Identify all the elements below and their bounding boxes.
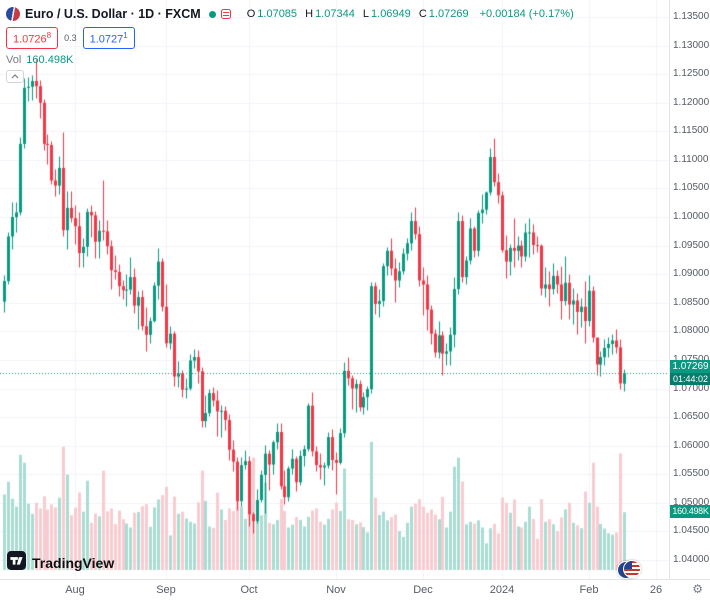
volume-value: 160.498K — [26, 53, 74, 66]
price-axis-label: 1.08000 — [673, 325, 710, 337]
bid-price-pipette: 8 — [46, 31, 52, 40]
low-value: 1.06949 — [371, 8, 411, 20]
time-axis-label: Nov — [326, 584, 346, 596]
price-axis-label: 1.10000 — [673, 211, 710, 223]
last-price-label: 1.07269 01:44:02 — [670, 360, 710, 386]
tradingview-watermark[interactable]: TradingView — [7, 551, 114, 575]
price-axis-label: 1.13000 — [673, 39, 710, 51]
tradingview-logo-icon — [7, 551, 26, 575]
time-axis-label: Sep — [156, 584, 176, 596]
legend-row-main: Euro / U.S. Dollar · 1D · FXCM O 1.07085 … — [6, 5, 574, 23]
high-value: 1.07344 — [315, 8, 355, 20]
price-axis-label: 1.05000 — [673, 496, 710, 508]
ask-price-button[interactable]: 1.07271 — [82, 27, 135, 49]
price-axis-label: 1.07500 — [673, 354, 709, 365]
close-value: 1.07269 — [428, 8, 469, 20]
price-axis-label: 1.12000 — [673, 96, 710, 108]
price-axis-label: 1.11500 — [673, 125, 709, 137]
price-axis-label: 1.05500 — [673, 468, 710, 480]
price-axis-label: 1.08500 — [673, 296, 710, 308]
ask-price: 1.0727 — [89, 33, 124, 46]
low-label: L — [362, 8, 370, 20]
price-axis-label: 1.09500 — [673, 239, 710, 251]
price-axis-label: 1.12500 — [673, 68, 710, 80]
spread-value: 0.3 — [64, 32, 77, 43]
bar-countdown: 01:44:02 — [670, 373, 710, 386]
tradingview-logo-text: TradingView — [32, 555, 115, 571]
candlestick-chart-canvas[interactable] — [0, 0, 669, 579]
price-axis-label: 1.13500 — [673, 11, 710, 22]
news-icon[interactable] — [220, 9, 231, 19]
time-axis-label: Dec — [413, 584, 433, 596]
change-value: +0.00184 (+0.17%) — [479, 8, 574, 20]
price-axis-label: 1.06000 — [673, 439, 710, 451]
status-dot-icon — [208, 10, 216, 18]
ask-price-pipette: 1 — [123, 31, 128, 40]
price-axis-label: 1.09000 — [673, 268, 710, 280]
close-label: C — [418, 8, 427, 20]
bid-price: 1.0726 — [13, 33, 47, 46]
symbol-legend: Euro / U.S. Dollar · 1D · FXCM O 1.07085 … — [6, 5, 574, 83]
bid-price-button[interactable]: 1.07268 — [6, 27, 59, 49]
price-axis-label: 1.10500 — [673, 182, 710, 194]
time-axis-label: Oct — [240, 584, 258, 596]
price-axis-label: 1.04500 — [673, 525, 710, 537]
price-axis-label: 1.11000 — [673, 153, 709, 165]
economic-event-marker[interactable] — [617, 560, 641, 579]
price-axis-label: 1.04000 — [673, 554, 710, 565]
time-axis-label: Aug — [65, 584, 85, 596]
time-axis-label: Feb — [579, 584, 599, 596]
bid-ask-row: 1.07268 0.3 1.07271 — [6, 27, 574, 49]
high-label: H — [305, 8, 314, 20]
last-price-value: 1.07269 — [672, 361, 709, 373]
volume-axis-label: 160.498K — [670, 505, 710, 519]
price-axis[interactable]: 1.07269 01:44:02 160.498K 1.13500 1.13000… — [669, 0, 710, 579]
ohlc-values: O 1.07085 H 1.07344 L 1.06949 C 1.07269 — [242, 8, 469, 20]
time-axis-label: 26 — [649, 584, 663, 596]
volume-label: Vol — [6, 53, 22, 66]
price-axis-label: 1.06500 — [673, 411, 710, 423]
price-axis-label: 1.07000 — [673, 382, 710, 394]
gear-icon[interactable]: ⚙ — [692, 582, 703, 596]
time-axis[interactable]: ⚙ Aug Sep Oct Nov Dec 2024 Feb 26 — [0, 579, 710, 600]
us-flag-event-icon — [623, 560, 641, 578]
volume-legend: Vol 160.498K — [6, 54, 574, 66]
time-axis-label: 2024 — [489, 584, 515, 596]
open-value: 1.07085 — [257, 8, 298, 20]
open-label: O — [246, 8, 256, 20]
eurusd-pair-icon — [6, 7, 20, 21]
chevron-up-icon — [11, 73, 19, 79]
collapse-legend-button[interactable] — [6, 69, 24, 83]
symbol-title[interactable]: Euro / U.S. Dollar · 1D · FXCM — [25, 7, 201, 21]
